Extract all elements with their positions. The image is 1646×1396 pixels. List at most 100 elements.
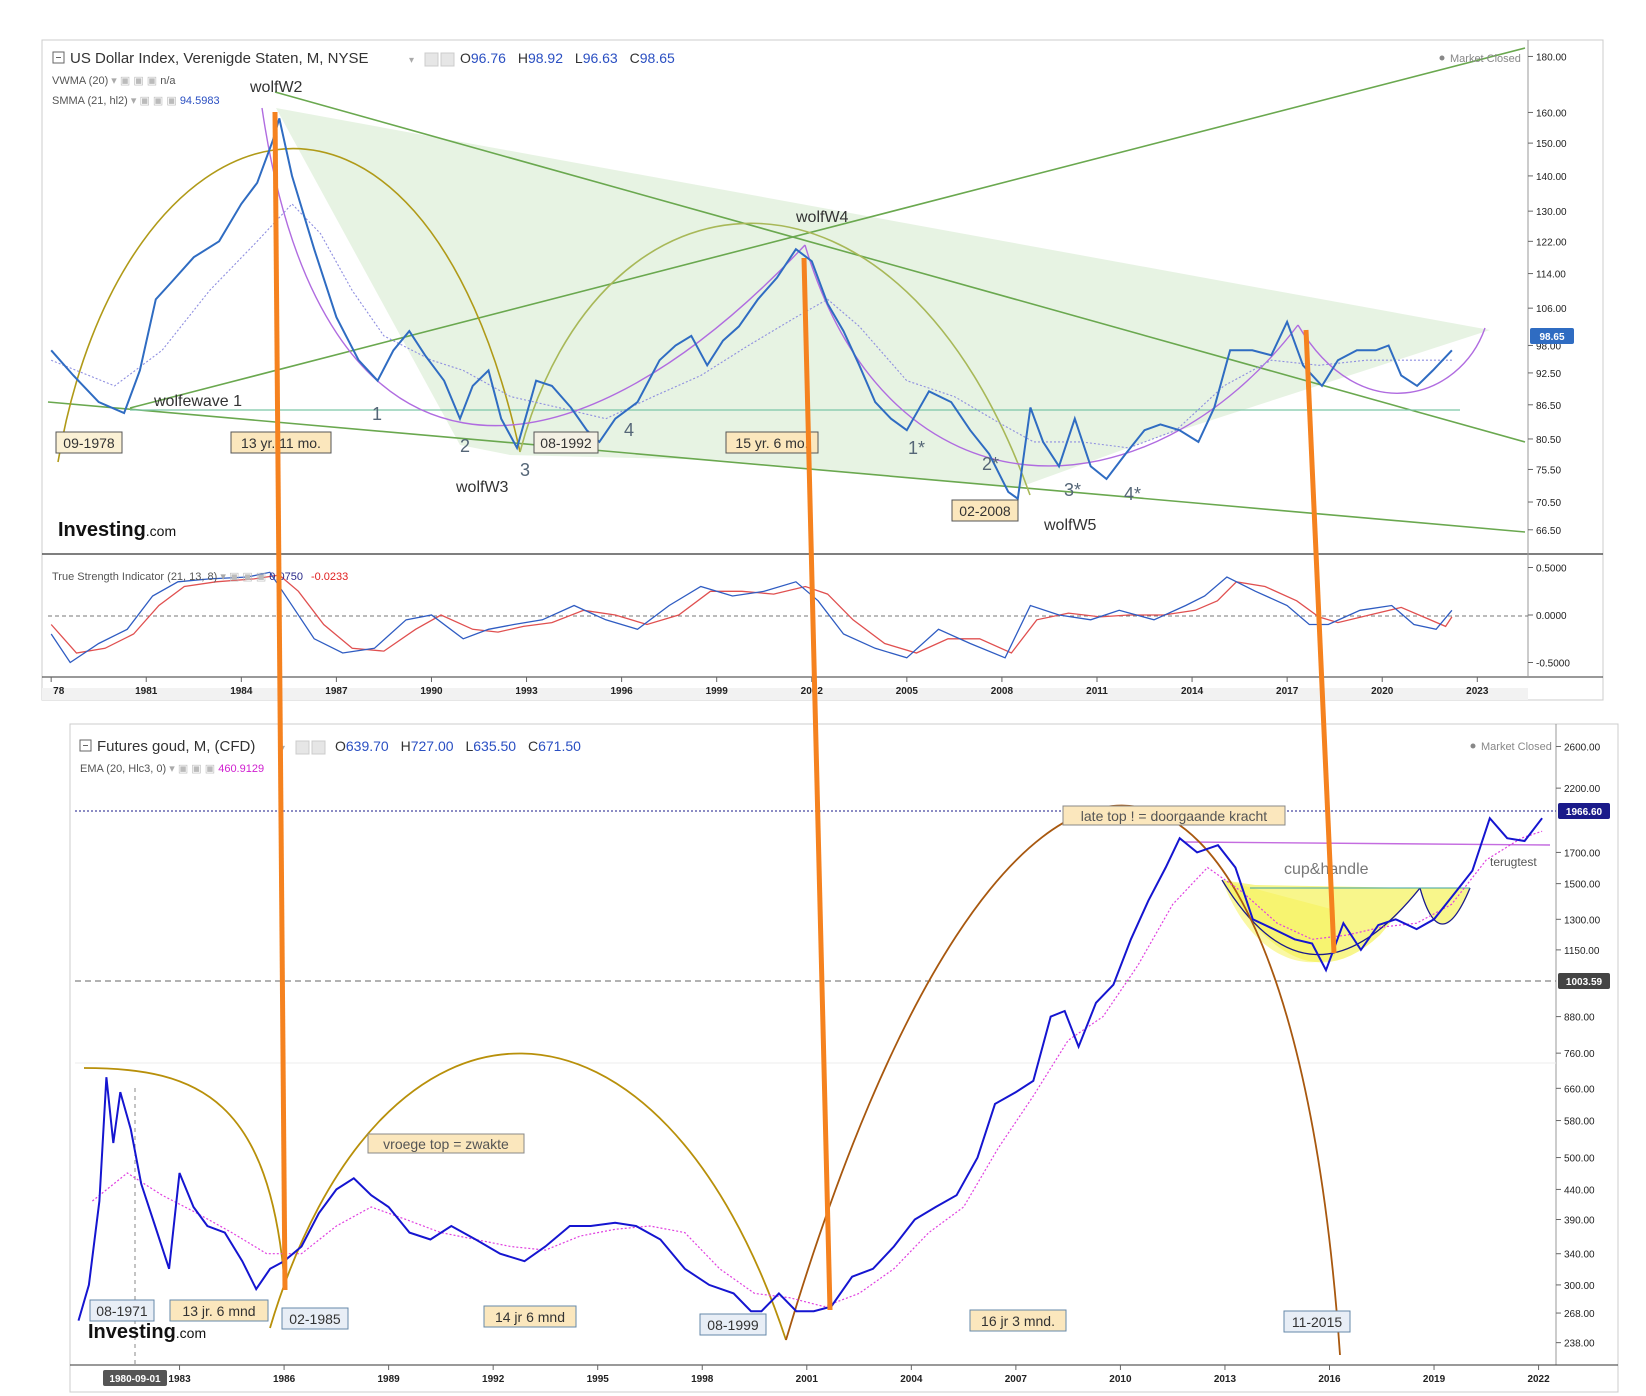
- date-box-2015: [1283, 1310, 1351, 1333]
- bottom-legend: Futures goud, M, (CFD) ▾ O639.70 H727.00…: [79, 738, 1552, 1343]
- bottom-x-tick-label: 1992: [482, 1374, 505, 1385]
- top-x-tick-label: 2017: [1276, 686, 1299, 697]
- purple-cup-3: [1297, 324, 1486, 394]
- settings-icon[interactable]: [440, 52, 455, 67]
- wave-num-1: 1: [372, 404, 382, 424]
- date-1999: 08-1999: [707, 1317, 759, 1333]
- span-16jr: 16 jr 3 mnd.: [981, 1313, 1055, 1329]
- wave-num-3-star: 3*: [1064, 480, 1081, 500]
- bottom-low: 635.50: [473, 738, 516, 754]
- dollar-index-line: [50, 118, 1453, 501]
- top-x-tick-label: 1993: [515, 686, 538, 697]
- connector-1985: [272, 111, 288, 1291]
- ema-value: 460.9129: [218, 763, 264, 775]
- span-box-1: [230, 431, 332, 454]
- span-box-2: [725, 431, 819, 454]
- top-y-tick-label: 160.00: [1536, 108, 1567, 119]
- top-y-tick-label: 180.00: [1536, 52, 1567, 63]
- bottom-x-tick-label: 2013: [1214, 1374, 1237, 1385]
- top-x-tick-label: 2014: [1181, 686, 1204, 697]
- eye-icon[interactable]: [424, 52, 439, 67]
- top-x-tick-label: 1999: [706, 686, 729, 697]
- date-box-1992: [533, 431, 599, 454]
- top-legend: US Dollar Index, Verenigde Staten, M, NY…: [52, 50, 1521, 583]
- top-y-tick-label: 98.00: [1536, 341, 1561, 352]
- triangle-shade: [276, 108, 1490, 487]
- bottom-x-tick-label: 1986: [273, 1374, 296, 1385]
- date-2015: 11-2015: [1292, 1314, 1343, 1330]
- top-last-price: 98.65: [1539, 332, 1564, 343]
- span-box-b1: [169, 1299, 269, 1322]
- bottom-eye-icon[interactable]: [295, 740, 310, 755]
- tsi-value: 0.0750: [269, 571, 303, 583]
- olive-arc-2: [519, 222, 1031, 496]
- smma-legend[interactable]: SMMA (21, hl2) ▾ ▣ ▣ ▣ 94.5983: [52, 95, 220, 107]
- bottom-brand-name: Investing: [88, 1321, 176, 1343]
- top-y-tick-label: 80.50: [1536, 435, 1561, 446]
- wave-num-2-star: 2*: [982, 454, 999, 474]
- top-high: 98.92: [528, 50, 563, 66]
- ema-line: [92, 830, 1543, 1308]
- top-c-label: C: [630, 50, 640, 66]
- bottom-y-tick-label: 440.00: [1564, 1185, 1595, 1196]
- bottom-x-tick-label: 2016: [1318, 1374, 1341, 1385]
- span-15yr: 15 yr. 6 mo.: [735, 435, 808, 451]
- bottom-price-axis: 2600.00 2200.00 1700.00 1500.00 1300.00 1150.…: [1556, 742, 1601, 1350]
- bottom-open: 639.70: [346, 738, 389, 754]
- bottom-x-tick-label: 2001: [796, 1374, 819, 1385]
- top-symbol-title[interactable]: US Dollar Index, Verenigde Staten, M, NY…: [70, 50, 368, 67]
- bottom-y-tick-label: 580.00: [1564, 1117, 1595, 1128]
- top-x-tick-label: 1984: [230, 686, 253, 697]
- top-brand-logo: Investing.com: [58, 519, 176, 541]
- span-box-b3: [969, 1309, 1067, 1332]
- top-x-tick-label: 1987: [325, 686, 348, 697]
- top-brand-name: Investing: [58, 519, 146, 541]
- top-time-axis: 78 1981 1984 1987 1990 1993 1996 1999 2002 2005 20…: [50, 677, 1489, 697]
- cup-fill: [1222, 880, 1420, 963]
- top-y-tick-label: 140.00: [1536, 172, 1567, 183]
- vwma-legend[interactable]: VWMA (20) ▾ ▣ ▣ ▣ n/a: [52, 75, 176, 87]
- wave-num-4-star: 4*: [1124, 484, 1141, 504]
- wave-num-3: 3: [520, 460, 530, 480]
- bottom-settings-icon[interactable]: [311, 740, 326, 755]
- top-panel: 180.00 160.00 150.00 140.00 130.00 122.00 114.…: [41, 39, 1604, 701]
- collapse-icon[interactable]: [52, 51, 65, 64]
- bottom-panel-frame: [69, 723, 1619, 1393]
- bottom-y-tick-label: 2600.00: [1564, 742, 1601, 753]
- top-y-tick-label: 86.50: [1536, 401, 1561, 412]
- top-panel-frame: [41, 39, 1604, 701]
- bottom-y-tick-label: 268.00: [1564, 1309, 1595, 1320]
- crosshair-date-bg: [103, 1370, 167, 1386]
- crosshair-date: 1980-09-01: [109, 1374, 161, 1385]
- purple-neckline: [1183, 841, 1551, 846]
- bottom-symbol-title[interactable]: Futures goud, M, (CFD): [97, 738, 255, 755]
- span-13jr: 13 jr. 6 mnd: [182, 1303, 255, 1319]
- span-box-b2: [483, 1305, 577, 1328]
- top-ohlc: O96.76 H98.92 L96.63 C98.65: [460, 50, 675, 66]
- top-x-tick-label: 2005: [896, 686, 919, 697]
- top-x-tick-label: 2023: [1466, 686, 1489, 697]
- top-annotations: wolfW2 wolfW3 wolfW4 wolfW5 wolfewave 1 …: [55, 79, 1141, 534]
- ema-legend[interactable]: EMA (20, Hlc3, 0) ▾ ▣ ▣ ▣ 460.9129: [80, 763, 264, 775]
- top-x-tick-label: 1981: [135, 686, 158, 697]
- gold-arc-2: [269, 1052, 787, 1341]
- tsi-axis: 0.5000 0.0000 -0.5000: [1528, 564, 1570, 670]
- top-last-price-bg: [1530, 328, 1574, 344]
- bottom-brand-suffix: .com: [176, 1325, 206, 1341]
- bottom-y-tick-label: 1700.00: [1564, 848, 1601, 859]
- date-box-1978: [55, 431, 123, 454]
- cup-outline: [1221, 879, 1421, 956]
- top-brand-suffix: .com: [146, 523, 176, 539]
- bottom-x-tick-label: 2007: [1005, 1374, 1028, 1385]
- bottom-y-tick-label: 390.00: [1564, 1216, 1595, 1227]
- purple-cup-1: [261, 107, 806, 427]
- bottom-market-status-dot: [1470, 743, 1476, 749]
- bottom-collapse-icon[interactable]: [79, 739, 92, 752]
- top-open: 96.76: [471, 50, 506, 66]
- bottom-y-tick-label: 1300.00: [1564, 915, 1601, 926]
- bottom-last-price-bg: [1558, 803, 1610, 819]
- span-13yr: 13 yr. 11 mo.: [241, 435, 321, 451]
- top-x-tick-label: 2020: [1371, 686, 1394, 697]
- bottom-y-tick-label: 760.00: [1564, 1049, 1595, 1060]
- dropdown-chevron-icon[interactable]: ▾: [409, 55, 414, 66]
